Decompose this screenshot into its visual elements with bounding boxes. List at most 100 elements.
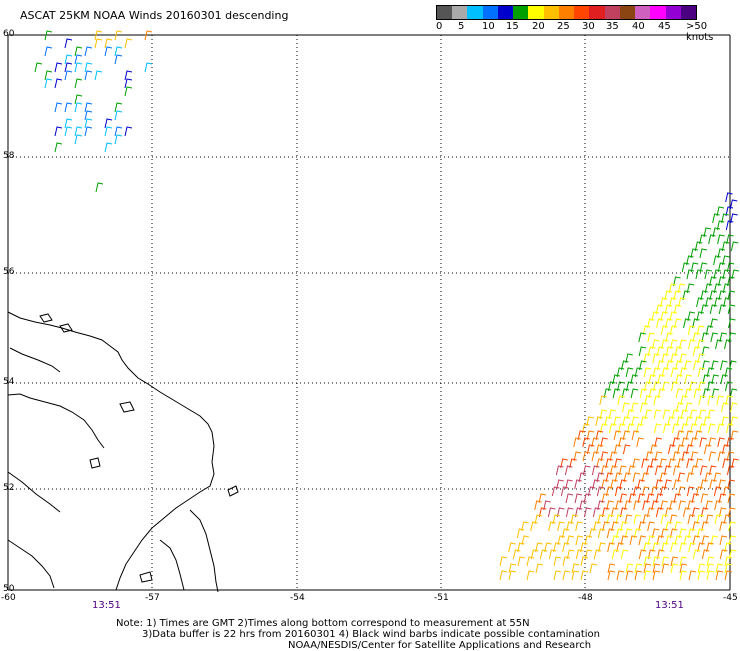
wind-barb	[727, 304, 736, 315]
wind-barb	[686, 269, 695, 280]
wind-barb	[616, 542, 624, 553]
wind-barb	[725, 206, 734, 217]
wind-barb	[570, 514, 579, 525]
wind-barb	[694, 241, 703, 252]
wind-barb	[681, 437, 689, 448]
wind-barb	[556, 507, 565, 518]
wind-barb	[508, 542, 516, 553]
wind-barb	[670, 542, 678, 553]
wind-barb	[661, 339, 669, 350]
wind-barb	[557, 535, 566, 546]
wind-barb	[729, 388, 738, 399]
wind-barb	[684, 388, 693, 399]
wind-barb	[715, 563, 724, 574]
wind-barb	[656, 535, 665, 546]
wind-barb	[726, 465, 735, 476]
wind-barb	[646, 507, 655, 518]
wind-barb	[641, 486, 650, 497]
wind-barb	[700, 304, 709, 315]
wind-barb	[44, 70, 53, 81]
wind-barb	[625, 570, 634, 581]
wind-barb	[723, 514, 732, 525]
wind-barb	[671, 423, 680, 434]
wind-barb	[605, 486, 614, 497]
wind-barb	[675, 374, 683, 385]
wind-barb	[680, 395, 688, 406]
wind-barb	[648, 388, 657, 399]
wind-barb	[713, 486, 722, 497]
wind-barb	[607, 381, 616, 392]
wind-barb	[649, 444, 658, 455]
wind-barb	[699, 437, 707, 448]
wind-barb	[688, 339, 696, 350]
wind-barb	[591, 437, 599, 448]
legend-swatch	[467, 6, 483, 19]
wind-barb	[729, 402, 738, 413]
wind-barb	[645, 451, 654, 462]
wind-barb	[661, 367, 670, 378]
wind-barb	[579, 500, 587, 511]
wind-barb	[632, 472, 641, 483]
wind-barb	[727, 276, 735, 287]
wind-barb	[670, 353, 678, 364]
legend-swatch	[680, 6, 696, 19]
wind-barb	[691, 493, 700, 504]
wind-barb	[669, 500, 677, 511]
wind-barb	[715, 570, 724, 581]
wind-barb	[566, 535, 575, 546]
wind-barb	[713, 255, 721, 266]
wind-barb	[722, 283, 731, 294]
wind-barb	[669, 514, 678, 525]
wind-barb	[700, 507, 709, 518]
wind-barb	[638, 521, 646, 532]
wind-barb	[675, 388, 684, 399]
wind-barb	[679, 353, 687, 364]
wind-barb	[600, 465, 609, 476]
lon-label: -48	[578, 593, 593, 603]
legend-label: 25	[557, 21, 570, 32]
wind-barb	[660, 514, 669, 525]
wind-barb	[687, 311, 695, 322]
wind-barb	[630, 374, 638, 385]
wind-barb	[620, 521, 628, 532]
wind-barb	[144, 62, 153, 73]
wind-barb	[695, 269, 704, 280]
wind-barb	[654, 437, 662, 448]
wind-barb	[611, 521, 619, 532]
wind-barb	[657, 374, 665, 385]
wind-barb	[609, 465, 618, 476]
wind-barb	[573, 451, 582, 462]
wind-barb	[717, 437, 725, 448]
legend-label: 30	[582, 21, 595, 32]
wind-barb	[651, 311, 659, 322]
wind-barb	[521, 521, 529, 532]
wind-barb	[683, 318, 691, 329]
wind-barb	[720, 360, 728, 371]
wind-barb	[725, 192, 733, 203]
wind-barb	[615, 514, 624, 525]
note-line-2: 3)Data buffer is 22 hrs from 20160301 4)…	[142, 629, 600, 640]
wind-barb	[633, 514, 642, 525]
legend-swatch	[589, 6, 605, 19]
wind-barb	[646, 493, 655, 504]
wind-barb	[673, 290, 681, 301]
wind-barb	[717, 262, 726, 273]
wind-barb	[104, 46, 113, 57]
wind-barb	[644, 395, 652, 406]
wind-barb	[526, 570, 535, 581]
legend-label: 5	[458, 21, 465, 32]
wind-barb	[124, 126, 133, 137]
wind-barb	[34, 62, 43, 73]
wind-barb	[94, 30, 103, 41]
wind-barb	[654, 451, 663, 462]
wind-barb	[633, 528, 642, 539]
wind-barb	[643, 353, 651, 364]
wind-barb	[705, 297, 713, 308]
wind-barb	[697, 570, 706, 581]
wind-barb	[713, 269, 722, 280]
note-line-3: NOAA/NESDIS/Center for Satellite Applica…	[288, 640, 592, 651]
wind-barb	[684, 360, 692, 371]
wind-barb	[661, 563, 670, 574]
wind-barb	[625, 353, 633, 364]
